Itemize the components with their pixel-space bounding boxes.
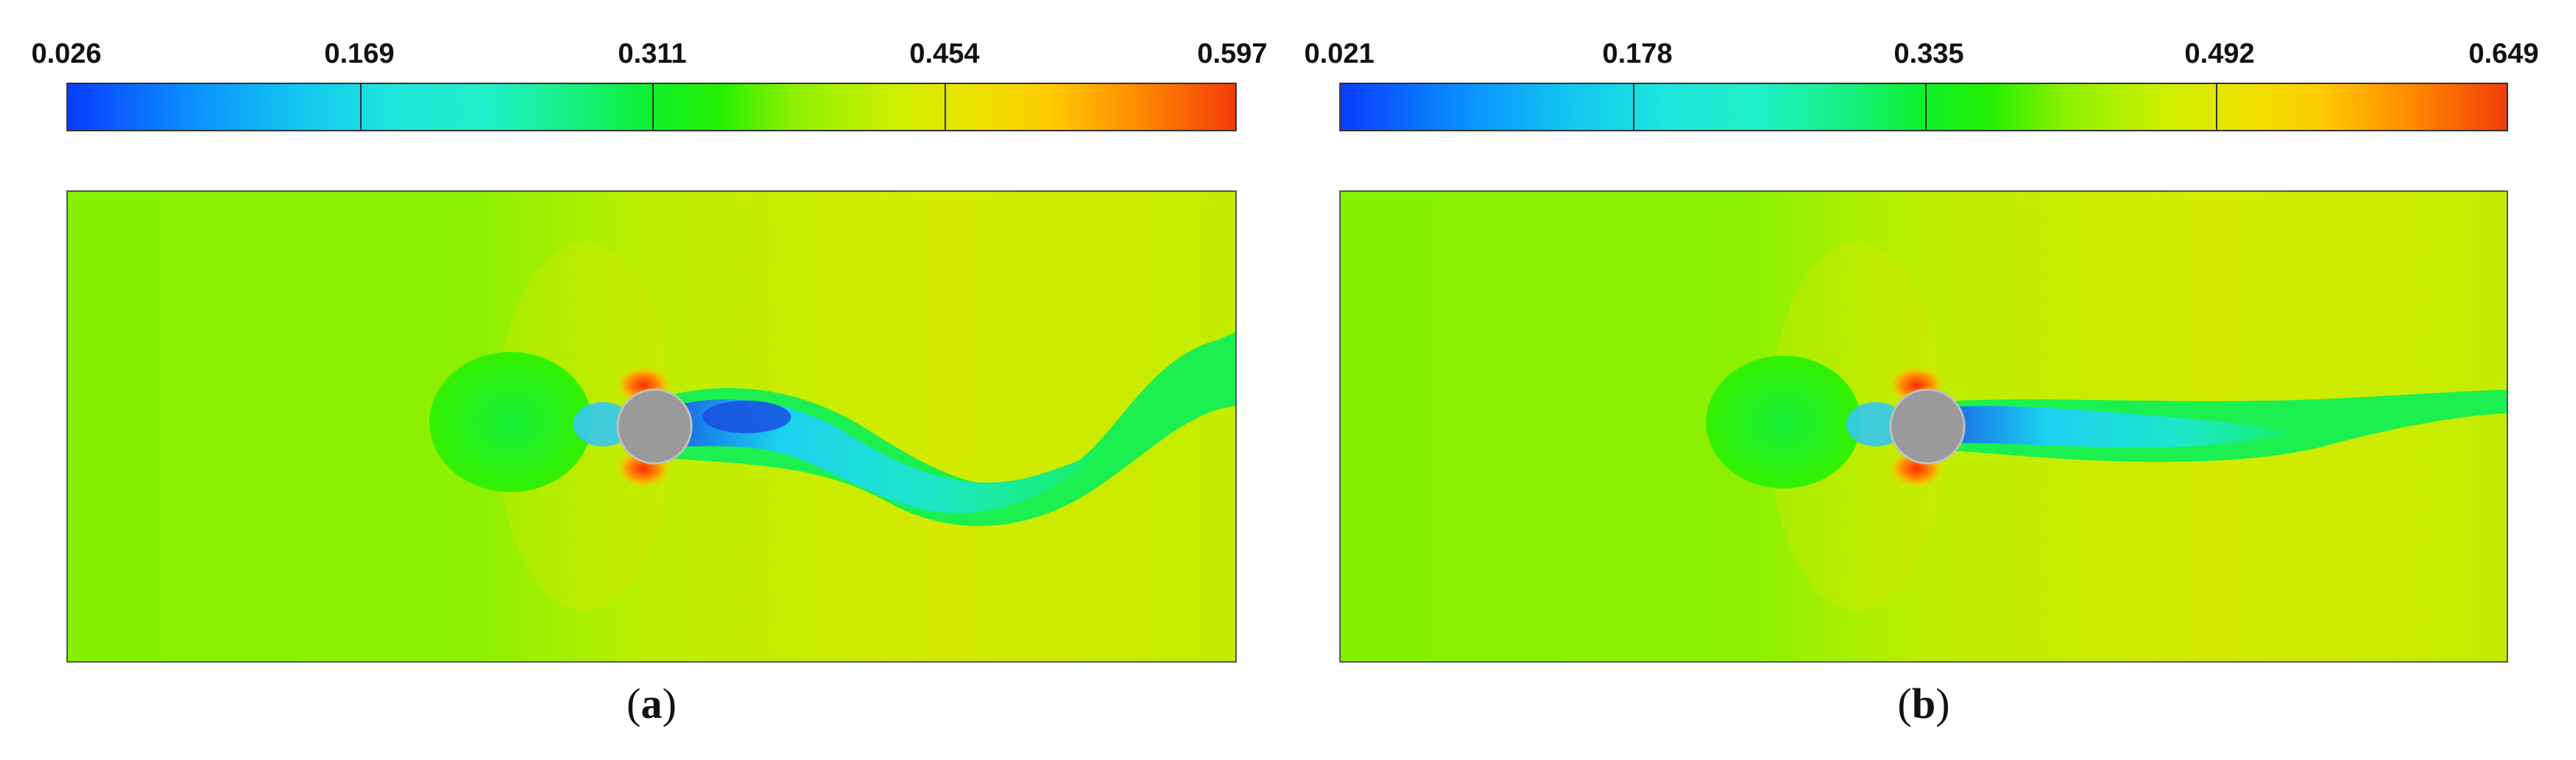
colorbar-tick-label: 0.021 [1304,38,1375,69]
contour-plot [1341,192,2507,661]
colorbar-tick [360,84,362,130]
panel-b: 0.021 0.178 0.335 0.492 0.649 [1273,0,2561,760]
colorbar-tick [945,84,946,130]
colorbar-tick-label: 0.026 [31,38,102,69]
colorbar-tick-label: 0.335 [1893,38,1964,69]
colorbar-tick [2216,84,2217,130]
colorbar-tick [1925,84,1927,130]
panel-caption: (b) [1897,680,1950,728]
colorbar-tick-label: 0.454 [909,38,980,69]
colorbar-tick-label: 0.169 [324,38,395,69]
colorbar-tick-label: 0.311 [618,38,687,69]
colorbar [66,83,1237,131]
contour-plot [68,192,1235,661]
colorbar-tick-label: 0.492 [2184,38,2255,69]
flow-field [66,190,1237,663]
cylinder-obstacle [1889,388,1966,465]
panel-a: 0.026 0.169 0.311 0.454 0.597 [31,38,1268,728]
colorbar-tick-label: 0.597 [1197,38,1268,69]
colorbar-tick [1633,84,1634,130]
colorbar [1339,83,2508,131]
colorbar-tick-label: 0.649 [2468,38,2539,69]
colorbar-tick-label: 0.178 [1602,38,1673,69]
flow-field [1339,190,2508,663]
cylinder-obstacle [616,388,693,465]
colorbar-tick [652,84,654,130]
panel-caption: (a) [626,680,677,728]
